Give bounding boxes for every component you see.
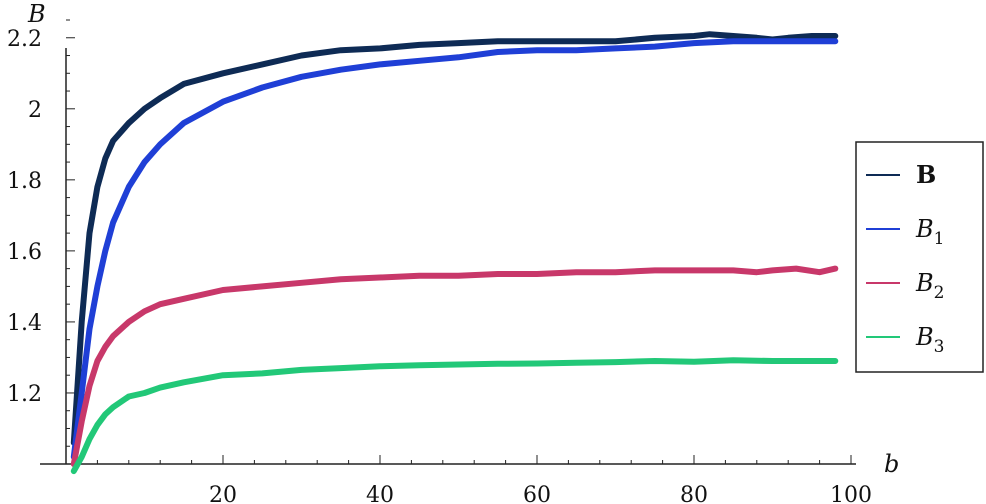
series-line-b1 bbox=[70, 38, 839, 460]
x-axis-ticks: 20 40 60 80 100 bbox=[96, 455, 872, 504]
series-line-b3 bbox=[70, 357, 839, 475]
legend-label-b: B bbox=[916, 160, 936, 189]
legend-label-base: B bbox=[915, 215, 934, 243]
series-layer bbox=[70, 31, 839, 475]
x-tick-label: 60 bbox=[523, 483, 551, 504]
y-tick-label: 2.2 bbox=[7, 27, 42, 52]
legend-label-base: B bbox=[915, 323, 934, 351]
y-axis-title: B bbox=[27, 0, 46, 28]
x-tick-label: 20 bbox=[209, 483, 237, 504]
y-tick-label: 1.4 bbox=[7, 311, 42, 336]
legend-label-subscript: 1 bbox=[934, 229, 945, 249]
y-tick-label: 1.8 bbox=[7, 169, 42, 194]
legend-label-subscript: 3 bbox=[934, 337, 945, 357]
x-tick-label: 100 bbox=[830, 483, 872, 504]
legend-label-base: B bbox=[915, 269, 934, 297]
axes-layer: 20 40 60 80 100 1.2 1.4 1.6 1.8 2 2.2 bbox=[7, 19, 872, 504]
legend-label-b1: B1 bbox=[915, 215, 944, 249]
x-tick-label: 40 bbox=[366, 483, 394, 504]
y-tick-label: 2 bbox=[28, 98, 42, 123]
x-tick-label: 80 bbox=[680, 483, 708, 504]
y-tick-label: 1.2 bbox=[7, 382, 42, 407]
legend-box bbox=[855, 141, 984, 373]
legend-label-b2: B2 bbox=[915, 269, 944, 303]
x-axis-title: b bbox=[884, 450, 899, 478]
legend-label-subscript: 2 bbox=[934, 283, 945, 303]
legend-label-b3: B3 bbox=[915, 323, 944, 357]
y-tick-label: 1.6 bbox=[7, 240, 42, 265]
y-axis-ticks: 1.2 1.4 1.6 1.8 2 2.2 bbox=[7, 19, 75, 465]
series-line-b bbox=[70, 31, 839, 446]
legend-label-base: B bbox=[916, 160, 936, 189]
series-line-b2 bbox=[70, 265, 839, 467]
